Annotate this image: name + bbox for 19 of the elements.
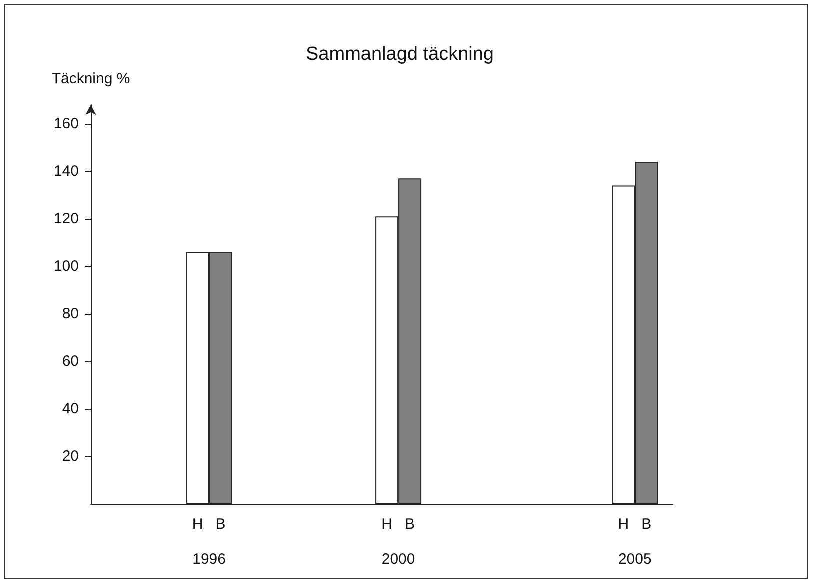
text: B: [642, 516, 652, 533]
y-tick-label: 80: [62, 306, 79, 322]
series-label: H: [192, 516, 204, 533]
x-tick-label: 1996: [192, 551, 226, 568]
y-tick-label: 20: [62, 448, 79, 465]
text: H: [618, 516, 630, 533]
y-tick-label: 140: [54, 163, 79, 180]
x-tick-label: 2005: [618, 551, 652, 568]
y-axis-title: Täckning %: [52, 70, 130, 88]
y-tick-label: 160: [54, 116, 79, 132]
x-tick-label: 2000: [382, 551, 416, 568]
chart-title: Sammanlagd täckning: [306, 44, 494, 65]
y-tick-label: 100: [54, 258, 79, 275]
text: B: [405, 516, 416, 533]
y-tick-label: 40: [62, 400, 79, 418]
series-label: B: [216, 516, 226, 533]
text: H: [382, 516, 392, 533]
y-tick-label: 60: [62, 353, 79, 370]
y-tick-label: 120: [54, 210, 79, 228]
